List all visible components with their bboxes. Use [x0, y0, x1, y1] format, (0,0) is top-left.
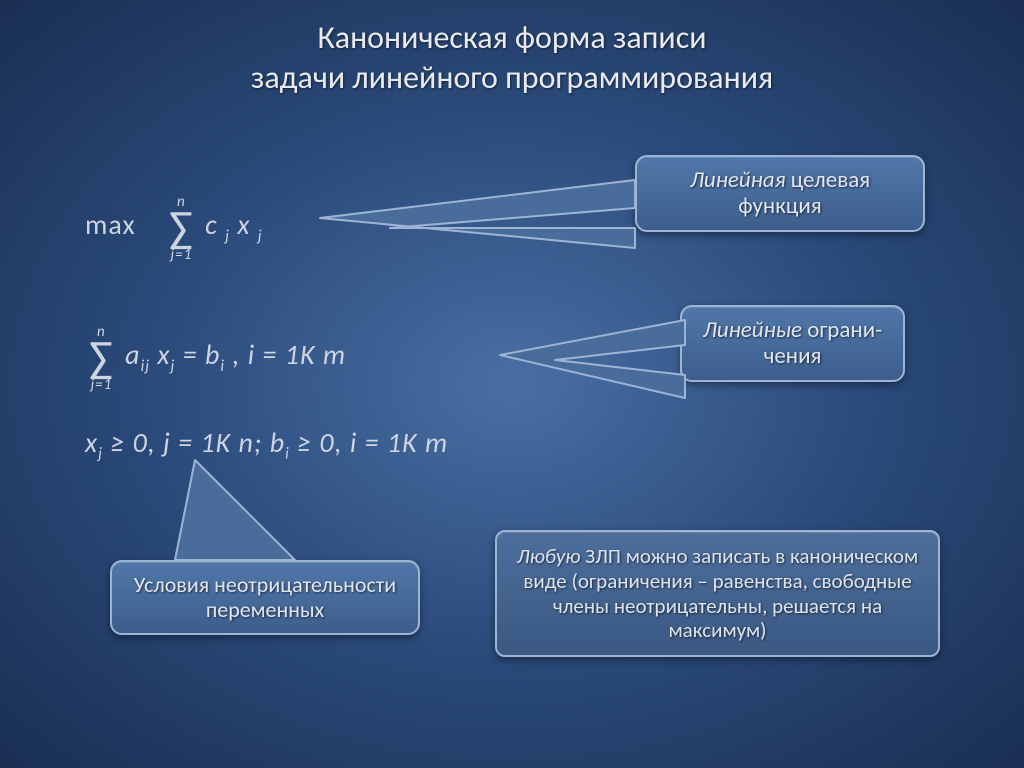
- sigma-top: n: [169, 193, 194, 211]
- con-x-sub: j: [171, 357, 176, 376]
- callout-constraints: Линейные ограни-чения: [680, 305, 905, 382]
- pointer-nonneg-icon: [175, 460, 315, 565]
- nn-x: x: [85, 425, 98, 460]
- note-em: Любую: [517, 543, 581, 569]
- sigma-constraints: n ∑ j=1: [89, 335, 114, 380]
- obj-c-sub: j: [225, 227, 230, 246]
- title-line-2: задачи линейного программирования: [251, 58, 773, 97]
- max-text: max: [85, 207, 136, 242]
- formula-nonneg: xj ≥ 0, j = 1K n; bi ≥ 0, i = 1K m: [85, 425, 448, 464]
- obj-x-sub: j: [258, 227, 263, 246]
- title-line-1: Каноническая форма записи: [317, 18, 706, 57]
- formula-objective: max n ∑ j=1 c j x j: [85, 205, 263, 250]
- note-rest: ЗЛП можно записать в каноническом виде (…: [523, 543, 918, 643]
- nn-ge1: ≥ 0, j = 1K n; b: [110, 425, 285, 460]
- formula-constraints: n ∑ j=1 aij xj = bi , i = 1K m: [85, 335, 346, 380]
- sigma-bottom-2: j=1: [89, 376, 114, 394]
- sigma-bottom: j=1: [169, 246, 194, 264]
- con-a-sub: ij: [141, 357, 151, 376]
- callout-nonneg: Условия неотрицательности переменных: [110, 560, 420, 635]
- callout-nonneg-text: Условия неотрицательности переменных: [134, 571, 396, 623]
- sigma-top-2: n: [89, 323, 114, 341]
- nn-ge2: ≥ 0, i = 1K m: [297, 425, 448, 460]
- slide-title: Каноническая форма записи задачи линейно…: [0, 0, 1024, 98]
- con-x: x: [157, 337, 170, 372]
- callout-objective: Линейная целевая функция: [635, 155, 925, 232]
- pointer-constraints-icon: [500, 320, 690, 400]
- con-eq: = b: [183, 337, 221, 372]
- obj-c: c: [205, 207, 218, 242]
- callout-objective-em: Линейная: [690, 166, 786, 194]
- con-tail: , i = 1K m: [232, 337, 346, 372]
- con-b-sub: i: [220, 357, 225, 376]
- con-a: a: [125, 337, 140, 372]
- sigma-objective: n ∑ j=1: [169, 205, 194, 250]
- infobox-note: Любую ЗЛП можно записать в каноническом …: [495, 530, 940, 657]
- pointer-objective-icon: [320, 180, 640, 250]
- nn-x-sub: j: [98, 445, 103, 464]
- callout-constraints-em: Линейные: [703, 316, 802, 344]
- obj-x: x: [237, 207, 250, 242]
